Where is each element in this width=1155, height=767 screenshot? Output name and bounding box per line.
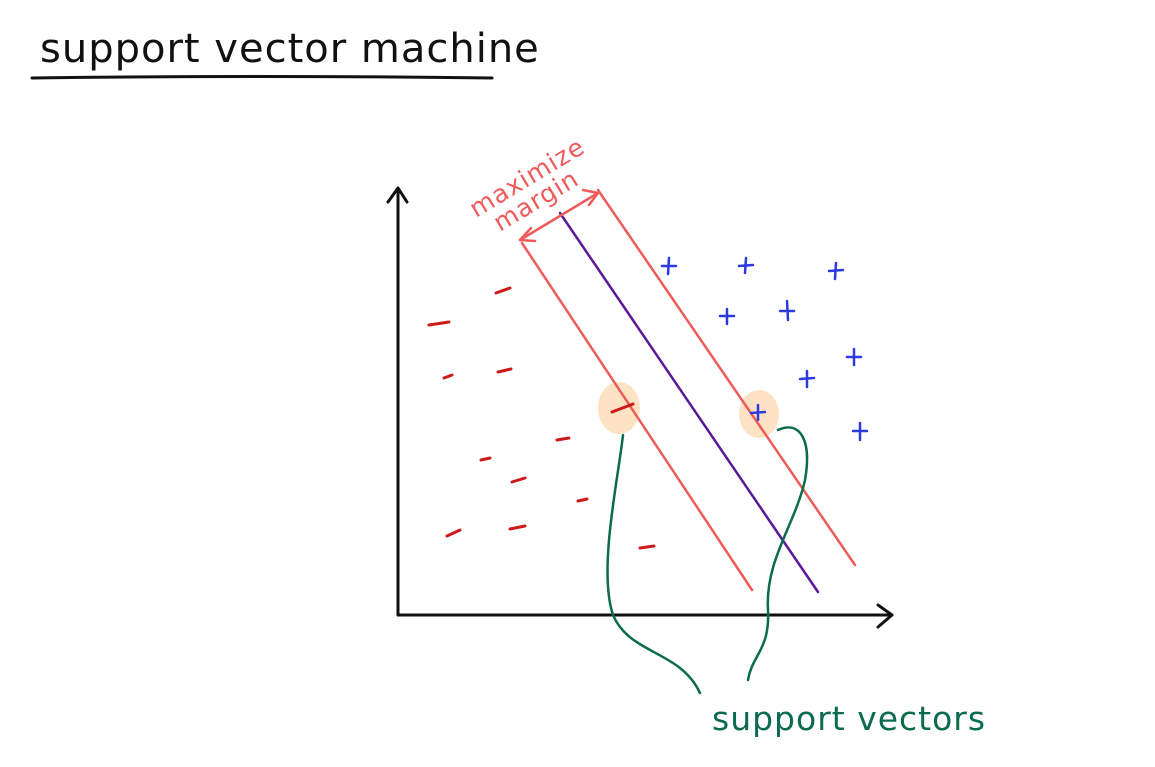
- support-vectors-label: support vectors: [712, 699, 986, 738]
- axes: [386, 186, 894, 629]
- minus-mark-icon: [494, 286, 512, 295]
- minus-mark-icon: [576, 497, 589, 503]
- x-axis-arrow-icon: [876, 603, 894, 629]
- plus-mark-icon: [718, 307, 736, 326]
- minus-mark-icon: [510, 476, 527, 484]
- plus-mark-icon: [737, 256, 755, 275]
- title-underline: [30, 75, 494, 80]
- minus-mark-icon: [427, 320, 451, 327]
- callout-curve-negative: [606, 433, 702, 695]
- plus-mark-icon: [827, 261, 845, 281]
- plus-mark-icon: [798, 369, 816, 389]
- callout-curve-positive: [746, 426, 809, 682]
- plus-mark-icon: [845, 347, 863, 367]
- arrow-left-icon: [518, 226, 537, 243]
- minus-mark-icon: [508, 524, 527, 531]
- minus-mark-icon support-vector-negative: [610, 402, 635, 414]
- margin-label: maximize margin: [464, 132, 590, 237]
- minus-mark-icon: [445, 528, 462, 538]
- plus-mark-icon: [778, 299, 796, 322]
- minus-mark-icon: [555, 436, 571, 442]
- margin-double-arrow: [518, 188, 600, 243]
- diagram-title: support vector machine: [40, 26, 540, 72]
- support-vector-callouts: [606, 426, 809, 695]
- y-axis-arrow-icon: [386, 186, 409, 204]
- minus-mark-icon: [496, 367, 513, 374]
- plus-mark-icon support-vector-positive: [749, 403, 767, 422]
- plus-mark-icon: [660, 256, 678, 276]
- margin-width-line: [518, 191, 600, 242]
- minus-mark-icon: [442, 373, 454, 380]
- minus-mark-icon: [638, 544, 656, 550]
- minus-mark-icon: [479, 456, 492, 462]
- plus-mark-icon: [851, 421, 869, 442]
- lower-margin-line: [520, 241, 754, 592]
- upper-margin-line: [596, 188, 857, 567]
- arrow-right-icon: [581, 188, 600, 207]
- hyperplane-line: [558, 211, 820, 594]
- negative-class-points: [427, 286, 656, 550]
- positive-class-points: [660, 256, 869, 442]
